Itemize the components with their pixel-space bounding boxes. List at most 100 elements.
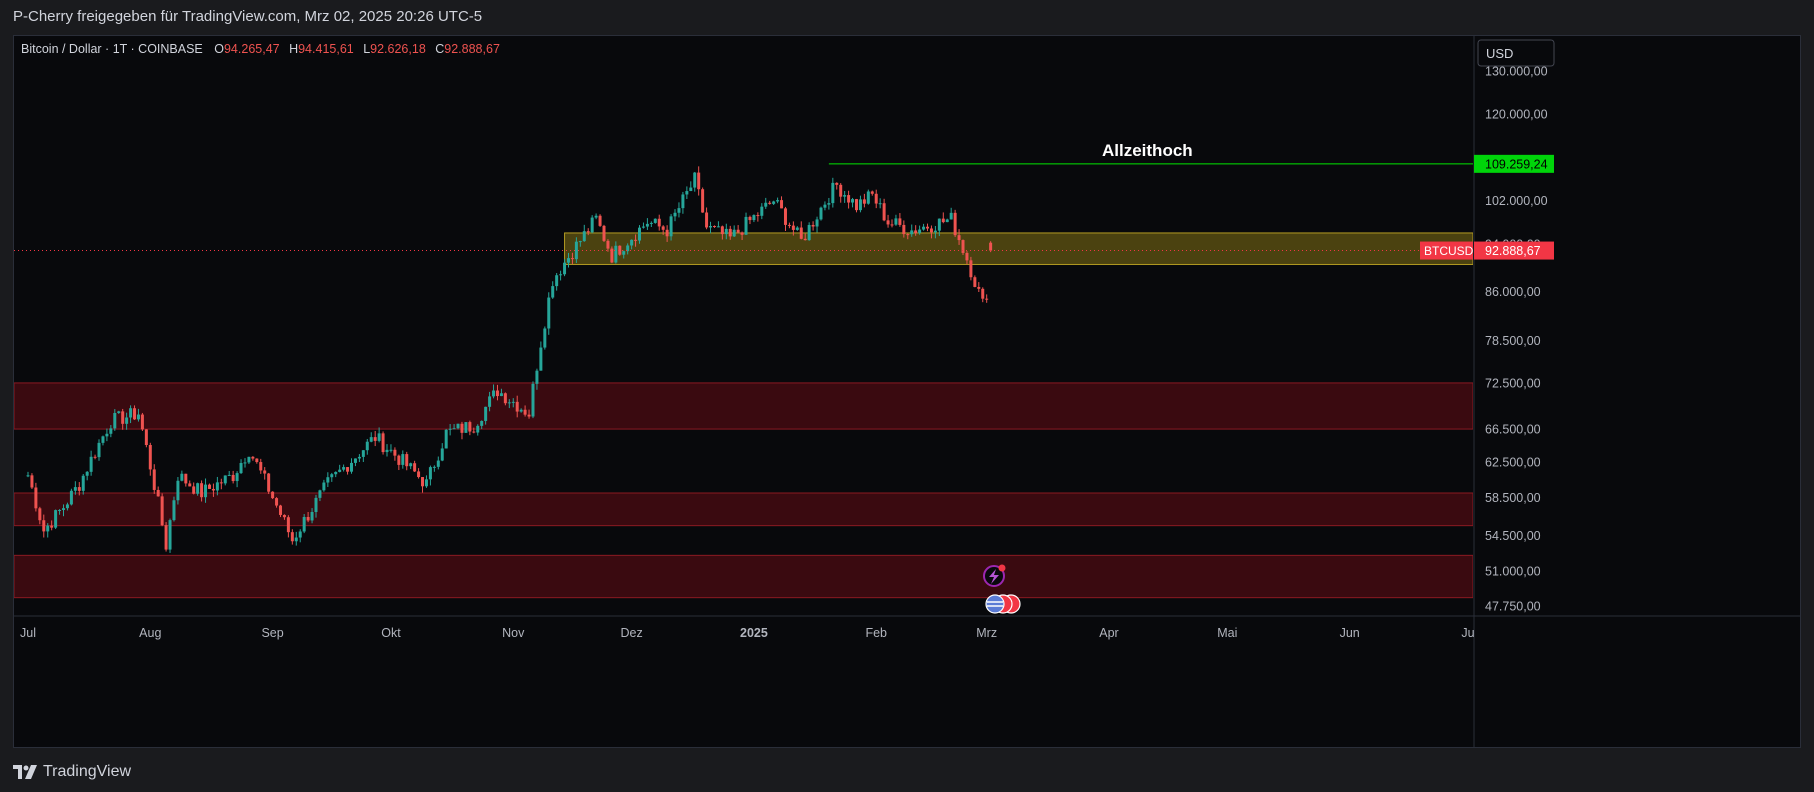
candle-body: [626, 245, 630, 252]
candle-body: [140, 414, 144, 430]
time-tick-label: Apr: [1099, 626, 1118, 640]
candle-body: [318, 490, 322, 498]
candle-body: [196, 483, 200, 494]
symbol-tag-label: BTCUSD: [1424, 244, 1474, 258]
candle-body: [46, 525, 50, 532]
legend-close-value: 92.888,67: [444, 42, 500, 56]
candle-body: [310, 511, 314, 521]
candle-body: [62, 508, 66, 510]
candle-body: [673, 212, 677, 217]
time-tick-label: Mrz: [976, 626, 997, 640]
chart-frame[interactable]: 130.000,00120.000,00102.000,0094.000,008…: [13, 35, 1801, 748]
candle-body: [740, 232, 744, 235]
candle-body: [109, 428, 113, 434]
tradingview-logo[interactable]: TradingView: [13, 763, 131, 781]
candle-body: [239, 463, 243, 474]
candle-body: [168, 520, 172, 550]
lightning-event-icon[interactable]: [983, 564, 1006, 587]
time-tick-label: Sep: [261, 626, 283, 640]
price-tags: 109.259,24 BTCUSD 92.888,67: [1420, 154, 1554, 260]
candle-body: [172, 500, 176, 521]
time-tick-label: Mai: [1217, 626, 1237, 640]
candle-body: [121, 411, 125, 424]
price-axis[interactable]: 130.000,00120.000,00102.000,0094.000,008…: [1485, 65, 1548, 614]
candle-body: [961, 240, 965, 253]
candle-body: [586, 231, 590, 233]
event-icons[interactable]: [983, 564, 1021, 614]
candle-body: [97, 442, 101, 458]
candle-body: [117, 411, 121, 413]
lines-layer: [14, 163, 1473, 252]
candle-body: [866, 191, 870, 204]
candle-body: [105, 433, 109, 437]
candle-body: [653, 218, 657, 223]
candle-body: [799, 227, 803, 239]
candle-body: [424, 479, 428, 487]
candle-body: [492, 390, 496, 397]
candle-body: [776, 200, 780, 202]
symbol-tag: BTCUSD: [1420, 241, 1474, 260]
candle-body: [882, 203, 886, 221]
candle-body: [294, 537, 298, 542]
candle-body: [764, 202, 768, 207]
candle-body: [914, 230, 918, 234]
price-tick-label: 54.500,00: [1485, 529, 1541, 543]
candle-body: [338, 469, 342, 472]
candle-body: [255, 458, 259, 463]
candle-body: [748, 216, 752, 221]
candle-body: [570, 258, 574, 260]
candle-body: [511, 401, 515, 403]
candle-body: [949, 212, 953, 220]
candle-body: [81, 475, 85, 491]
candle-body: [350, 462, 354, 472]
candle-body: [598, 215, 602, 226]
price-chart[interactable]: 130.000,00120.000,00102.000,0094.000,008…: [14, 36, 1800, 747]
ath-annotation[interactable]: Allzeithoch: [1102, 141, 1193, 160]
candle-body: [26, 475, 30, 477]
candle-body: [929, 228, 933, 233]
candle-body: [77, 487, 81, 491]
candle-body: [432, 466, 436, 468]
candle-body: [89, 456, 93, 472]
candle-body: [582, 231, 586, 242]
share-text: P-Cherry freigegeben für TradingView.com…: [13, 8, 483, 25]
candle-body: [156, 489, 160, 497]
candle-body: [148, 445, 152, 470]
candle-body: [101, 436, 105, 443]
candle-body: [780, 200, 784, 209]
candle-body: [555, 275, 559, 287]
candle-body: [622, 251, 626, 255]
candle-body: [188, 483, 192, 487]
candle-body: [263, 470, 267, 474]
candle-body: [326, 477, 330, 483]
candle-body: [440, 448, 444, 461]
candle-body: [945, 219, 949, 223]
candle-body: [803, 238, 807, 241]
candle-body: [373, 437, 377, 441]
time-axis[interactable]: Jul Aug Sep Okt Nov Dez 2025 Feb Mrz Apr Mai Jun Ju: [20, 626, 1475, 640]
time-tick-label: Ju: [1461, 626, 1474, 640]
candles-layer: [26, 166, 993, 553]
candle-body: [519, 409, 523, 412]
candle-body: [594, 215, 598, 218]
candle-body: [827, 203, 831, 205]
candle-body: [965, 252, 969, 261]
candle-body: [795, 227, 799, 230]
candle-body: [444, 429, 448, 449]
us-flag-event-icon[interactable]: [985, 594, 1021, 614]
candle-body: [259, 462, 263, 471]
candle-body: [941, 218, 945, 223]
time-tick-label: Jun: [1340, 626, 1360, 640]
candle-body: [823, 204, 827, 208]
candle-body: [377, 433, 381, 441]
candle-body: [527, 414, 531, 417]
candle-body: [910, 230, 914, 235]
candle-body: [720, 226, 724, 235]
time-tick-label: Dez: [620, 626, 642, 640]
currency-button[interactable]: USD: [1477, 39, 1555, 67]
candle-body: [657, 218, 661, 227]
candle-body: [215, 482, 219, 491]
candle-body: [898, 218, 902, 225]
candle-body: [507, 402, 511, 404]
candle-body: [73, 487, 77, 491]
